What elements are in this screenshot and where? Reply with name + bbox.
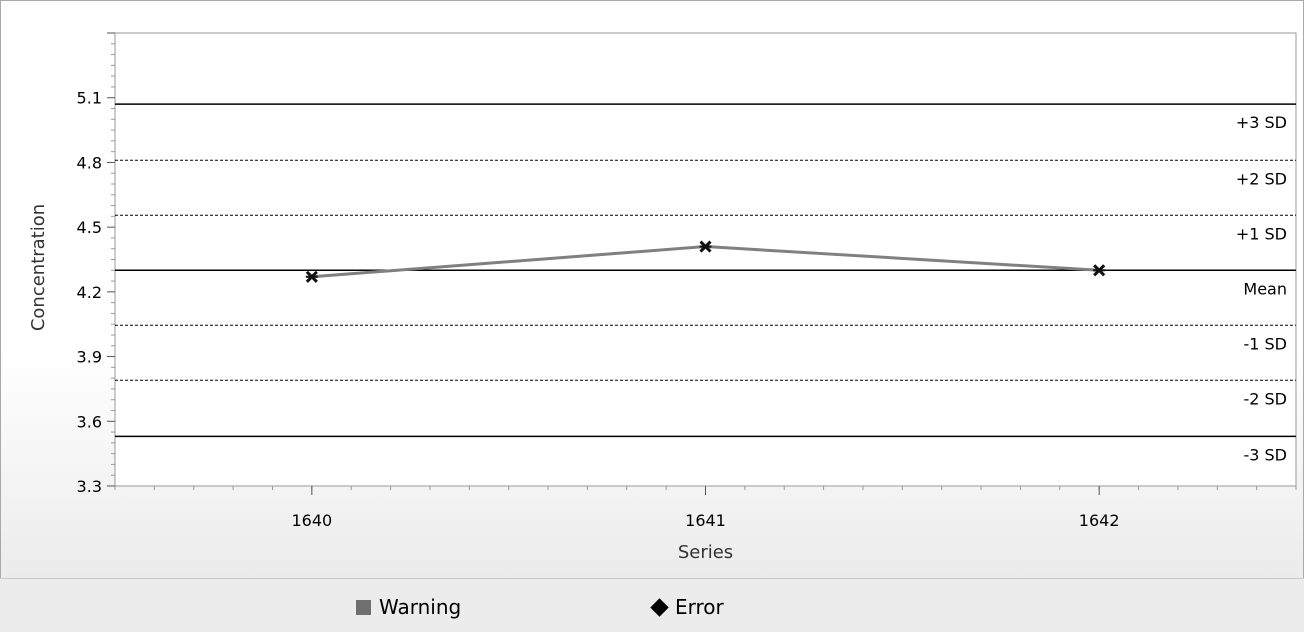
data-point-marker (1093, 264, 1106, 277)
y-tick-label: 3.9 (77, 348, 102, 367)
legend: Warning Error (0, 578, 1304, 632)
legend-item-error: Error (650, 595, 724, 619)
legend-item-warning: Warning (356, 595, 461, 619)
reference-line-label: +1 SD (1236, 224, 1287, 243)
series-group (305, 240, 1106, 283)
x-tick-label: 1641 (685, 511, 726, 530)
reference-line-label: +3 SD (1236, 113, 1287, 132)
reference-line-label: +2 SD (1236, 169, 1287, 188)
x-tick-label: 1640 (291, 511, 332, 530)
reference-line-label: -2 SD (1243, 389, 1287, 408)
x-axis-label: Series (678, 542, 733, 563)
reference-line-label: -1 SD (1243, 334, 1287, 353)
y-tick-label: 4.2 (77, 283, 102, 302)
data-point-marker (699, 240, 712, 253)
y-axis-label: Concentration (28, 204, 49, 331)
reference-line-label: -3 SD (1243, 445, 1287, 464)
x-tick-label: 1642 (1079, 511, 1120, 530)
y-tick-label: 3.3 (77, 477, 102, 496)
y-tick-label: 5.1 (77, 89, 102, 108)
y-tick-label: 4.5 (77, 218, 102, 237)
x-axis: 1640 1641 1642 (114, 486, 1297, 530)
reference-line-label: Mean (1243, 279, 1287, 298)
legend-label-error: Error (675, 595, 724, 619)
y-tick-label: 3.6 (77, 412, 102, 431)
y-tick-label: 4.8 (77, 153, 102, 172)
legend-label-warning: Warning (379, 595, 462, 619)
legend-diamond-icon (650, 597, 669, 617)
plot-area (114, 32, 1297, 487)
data-point-marker (305, 270, 318, 283)
y-axis: 3.3 3.6 3.9 4.2 4.5 4.8 5.1 (77, 32, 115, 496)
legend-square-icon (356, 599, 371, 615)
